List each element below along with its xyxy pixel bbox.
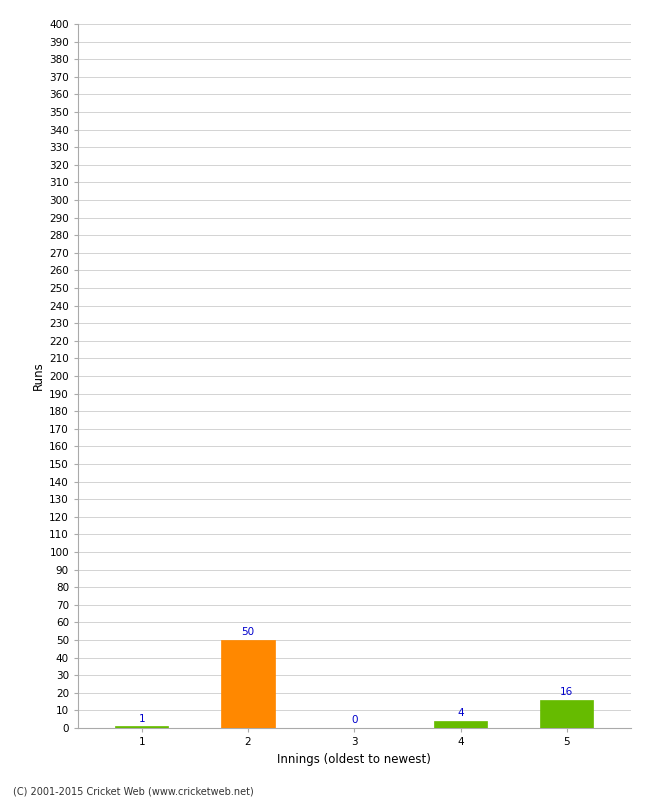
Text: 50: 50 bbox=[241, 627, 255, 638]
Bar bbox=[434, 721, 487, 728]
Text: (C) 2001-2015 Cricket Web (www.cricketweb.net): (C) 2001-2015 Cricket Web (www.cricketwe… bbox=[13, 786, 254, 796]
Y-axis label: Runs: Runs bbox=[32, 362, 45, 390]
Bar bbox=[115, 726, 168, 728]
X-axis label: Innings (oldest to newest): Innings (oldest to newest) bbox=[278, 753, 431, 766]
Text: 16: 16 bbox=[560, 687, 573, 697]
Text: 4: 4 bbox=[457, 708, 464, 718]
Text: 1: 1 bbox=[138, 714, 145, 723]
Bar bbox=[540, 700, 593, 728]
Bar bbox=[222, 640, 274, 728]
Text: 0: 0 bbox=[351, 715, 358, 726]
